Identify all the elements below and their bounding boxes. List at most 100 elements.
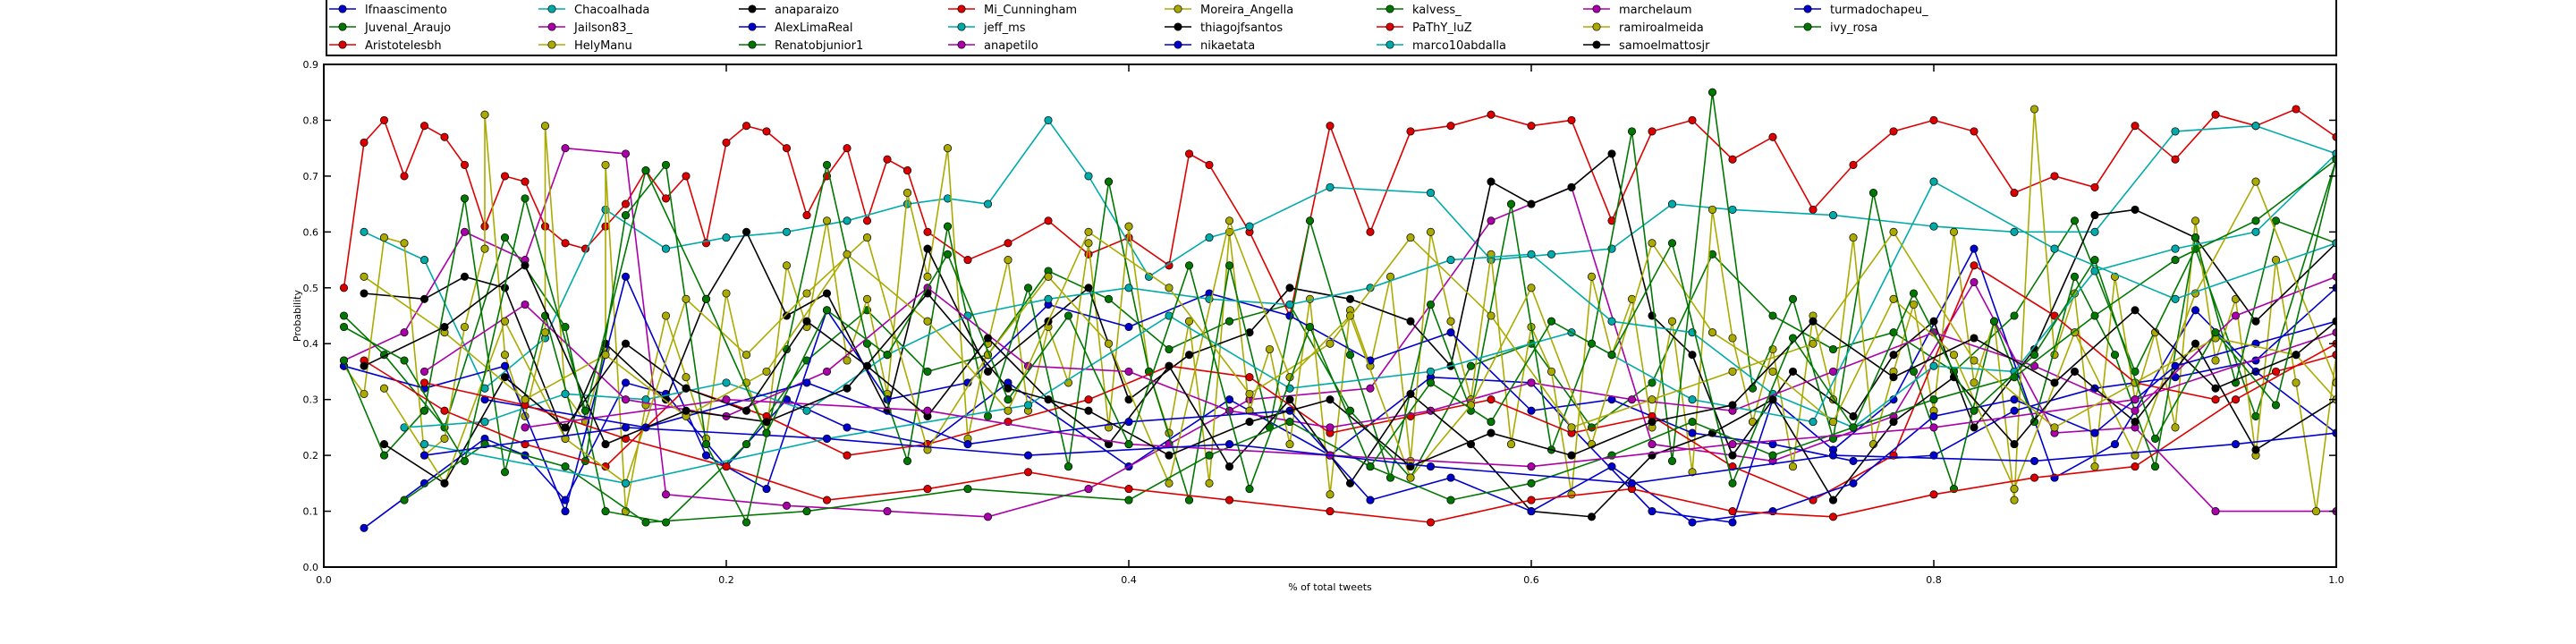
data-point [2010, 189, 2019, 198]
data-point [1124, 222, 1133, 231]
data-point [1567, 451, 1576, 460]
data-point [2231, 311, 2241, 320]
data-point [1970, 356, 1979, 365]
data-point [1707, 88, 1717, 97]
data-point [2171, 423, 2180, 432]
data-point [1004, 395, 1013, 404]
data-point [682, 384, 691, 393]
legend-label: anaparaizo [775, 4, 839, 17]
legend-item: lfnaascimento [329, 4, 447, 17]
data-point [1023, 451, 1033, 460]
y-axis: 0.0 0.1 0.2 0.3 0.4 0.5 0.6 0.7 0.8 0.9 [303, 59, 2336, 573]
data-point [2211, 384, 2220, 393]
data-point [983, 513, 993, 521]
data-point [1426, 367, 1436, 376]
data-point [2211, 328, 2220, 337]
data-point [923, 272, 932, 281]
legend-marker [957, 40, 966, 49]
data-point [540, 328, 550, 337]
data-point [460, 272, 470, 281]
data-point [1224, 261, 1234, 270]
data-point [2131, 418, 2140, 427]
legend-item: Jailson83_ [538, 21, 633, 35]
data-point [802, 211, 811, 220]
data-point [1084, 485, 1093, 494]
data-point [339, 284, 349, 292]
data-point [1567, 182, 1576, 191]
data-point [682, 373, 691, 382]
data-point [2029, 105, 2039, 114]
data-point [460, 160, 470, 169]
data-point [661, 490, 671, 499]
data-point [822, 367, 832, 376]
x-tick-label: 0.6 [1523, 574, 1539, 586]
data-point [943, 222, 953, 231]
data-point [1124, 284, 1133, 292]
data-point [339, 322, 349, 332]
series-nikaetata [480, 317, 2336, 527]
legend-marker [748, 40, 757, 49]
legend-marker [547, 40, 556, 49]
data-point [1426, 189, 1436, 198]
legend-marker [1174, 4, 1182, 13]
data-point [2190, 306, 2200, 315]
legend-item: Juvenal_Araujo [329, 21, 451, 35]
data-point [1224, 216, 1234, 225]
data-point [661, 194, 671, 203]
data-point [1224, 440, 1234, 449]
legend-frame [326, 0, 2337, 56]
data-point [1546, 317, 1556, 326]
legend-label: PaThY_luZ [1412, 21, 1472, 35]
data-point [1205, 451, 1214, 460]
series-line-ramiroalmeida [363, 230, 2336, 428]
data-point [1567, 490, 1576, 499]
data-point [741, 351, 751, 360]
data-point [360, 272, 369, 281]
data-point [2050, 244, 2059, 253]
legend-label: Jailson83_ [573, 21, 633, 35]
y-tick-label: 0.1 [303, 506, 319, 518]
x-tick-label: 0.8 [1926, 574, 1942, 586]
series-line-samoelmattosjr [363, 264, 2336, 468]
data-point [2332, 317, 2336, 326]
data-point [923, 244, 932, 253]
data-point [339, 356, 349, 365]
data-point [2070, 272, 2080, 281]
data-point [802, 317, 811, 326]
data-point [923, 445, 932, 454]
legend-label: AlexLimaReal [775, 21, 852, 35]
data-point [722, 395, 731, 404]
data-point [2131, 395, 2140, 404]
x-tick-label: 0.0 [316, 574, 332, 586]
data-point [1929, 177, 1938, 186]
legend-item: thiagojfsantos [1165, 21, 1283, 35]
data-point [923, 227, 932, 236]
legend-item: Chacoalhada [538, 4, 649, 17]
data-point [1889, 373, 1898, 382]
data-point [2110, 440, 2120, 449]
data-point [661, 160, 671, 169]
data-point [1184, 351, 1194, 360]
data-point [762, 127, 771, 136]
legend-label: Moreira_Angella [1200, 4, 1293, 17]
legend-label: thiagojfsantos [1200, 21, 1283, 35]
data-point [2050, 378, 2059, 387]
data-point [1607, 351, 1616, 360]
series-turmadochapeu_ [419, 423, 2336, 487]
data-point [440, 322, 449, 332]
legend: lfnaascimento Juvenal_Araujo Aristotelesbh… [326, 0, 2337, 56]
data-point [400, 356, 409, 365]
data-point [1245, 389, 1254, 398]
data-point [741, 406, 751, 415]
data-point [883, 155, 892, 164]
data-point [843, 144, 852, 153]
data-point [1970, 423, 1979, 432]
data-point [782, 261, 792, 270]
data-point [701, 294, 711, 303]
data-point [1527, 250, 1536, 258]
series-PaThY_luZ [419, 339, 2336, 527]
data-point [500, 317, 510, 326]
data-point [1648, 418, 1657, 427]
data-point [902, 456, 912, 465]
